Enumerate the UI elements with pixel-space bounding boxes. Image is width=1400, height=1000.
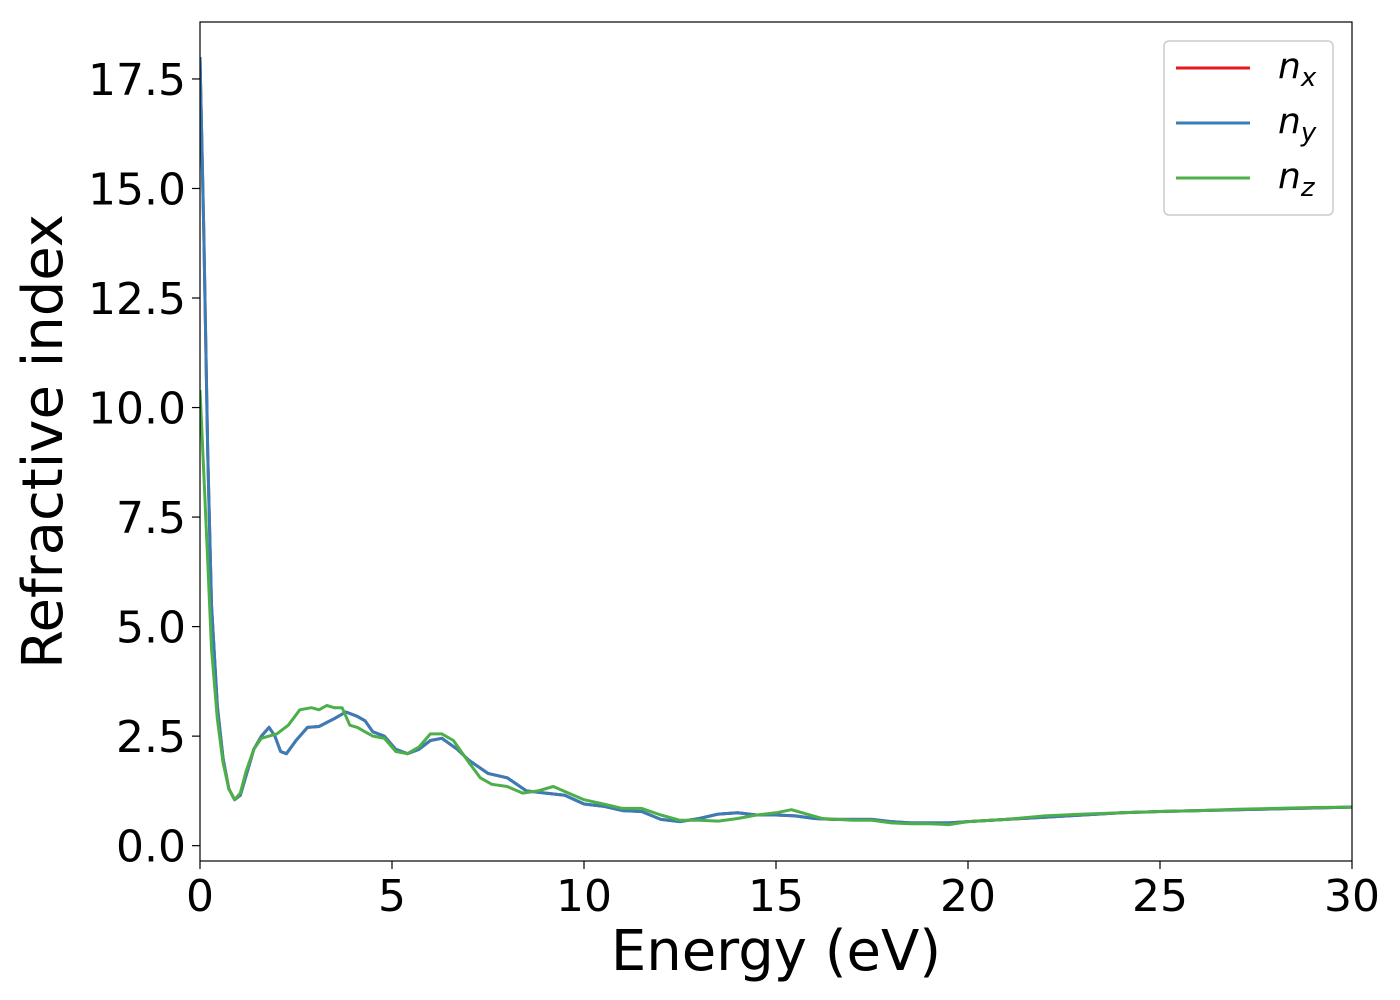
y-tick-label: 2.5 (116, 712, 186, 763)
x-tick-label: 20 (940, 871, 996, 922)
y-tick-label: 17.5 (88, 55, 186, 106)
x-axis-title: Energy (eV) (611, 919, 941, 984)
y-axis-title: Refractive index (11, 214, 76, 669)
y-tick-label: 15.0 (88, 164, 186, 215)
legend-label-x: nx (1278, 46, 1317, 93)
legend-label-z: nz (1278, 156, 1316, 203)
x-tick-label: 5 (378, 871, 406, 922)
ticks-layer: 0 5 10 15 20 25 30 0.0 2.5 5.0 7.5 10.0 12.5 15.0 17.5 (88, 55, 1380, 922)
x-tick-label: 30 (1324, 871, 1380, 922)
x-tick-label: 0 (186, 871, 214, 922)
legend-label-y: ny (1278, 101, 1317, 148)
y-tick-label: 0.0 (116, 822, 186, 873)
series-line-z (200, 389, 1352, 827)
y-tick-label: 10.0 (88, 384, 186, 435)
legend-box (1163, 40, 1334, 216)
x-tick-label: 25 (1132, 871, 1188, 922)
series-layer (200, 56, 1352, 827)
legend: nx ny nz (1163, 40, 1334, 216)
series-line-y (200, 56, 1352, 825)
y-tick-label: 12.5 (88, 274, 186, 325)
y-tick-label: 5.0 (116, 603, 186, 654)
x-tick-label: 10 (556, 871, 612, 922)
y-tick-label: 7.5 (116, 493, 186, 544)
x-tick-label: 15 (748, 871, 804, 922)
